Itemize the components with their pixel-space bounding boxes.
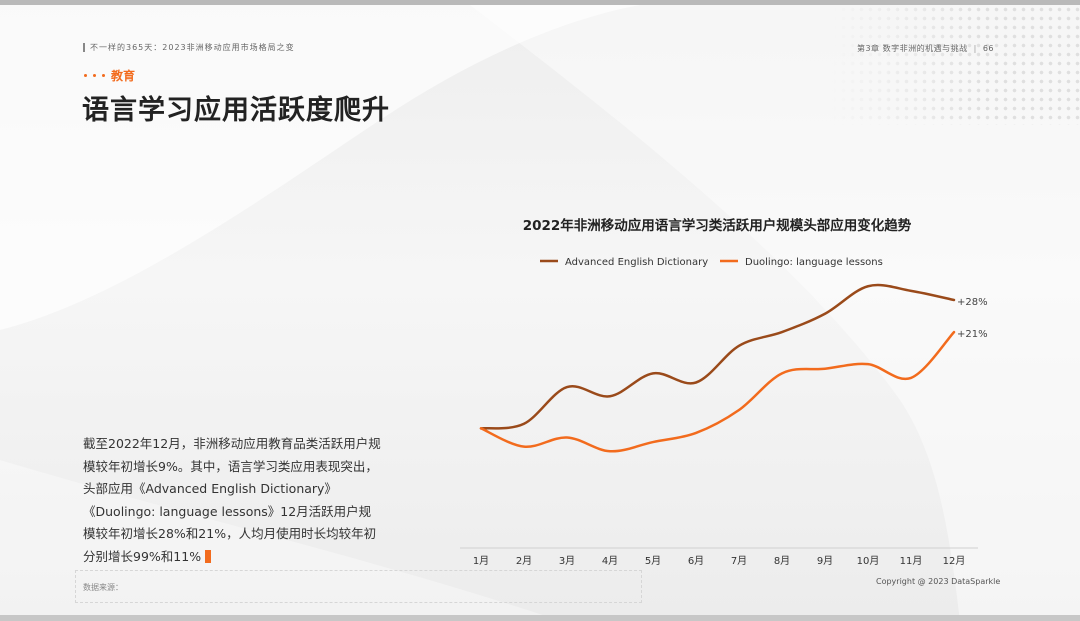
- x-tick-label: 10月: [857, 555, 880, 567]
- orange-marker: [205, 549, 212, 563]
- section-tag: 教育: [84, 67, 135, 84]
- bottom-bar: [0, 615, 1080, 621]
- page-title: 语言学习应用活跃度爬升: [82, 95, 390, 126]
- page-number: 66: [982, 44, 994, 53]
- x-tick-label: 8月: [774, 555, 790, 567]
- x-tick-label: 9月: [817, 555, 833, 567]
- x-tick-label: 2月: [516, 555, 532, 567]
- header-left: 不一样的365天：2023非洲移动应用市场格局之变: [83, 42, 295, 53]
- dot-icon: [102, 74, 105, 77]
- copyright: Copyright @ 2023 DataSparkle: [876, 577, 1001, 586]
- x-tick-label: 3月: [559, 555, 575, 567]
- dot-icon: [84, 74, 87, 77]
- legend-label-duolingo: Duolingo: language lessons: [745, 257, 883, 268]
- header-right: 第3章 数字非洲的机遇与挑战 | 66: [857, 43, 994, 54]
- top-bar: [0, 0, 1080, 5]
- series-line-duolingo: [479, 330, 956, 453]
- dot-pattern: [830, 5, 1080, 125]
- source-box: [75, 570, 642, 603]
- x-axis-ticks: 1月 2月 3月 4月 5月 6月 7月 8月 9月 10月 11月 12月: [473, 555, 966, 567]
- section-tag-label: 教育: [111, 69, 136, 83]
- header-separator: |: [973, 44, 977, 53]
- chart-title: 2022年非洲移动应用语言学习类活跃用户规模头部应用变化趋势: [523, 217, 912, 234]
- chapter-title: 第3章 数字非洲的机遇与挑战: [856, 44, 968, 53]
- header-bar-icon: [83, 43, 85, 52]
- series-line-advanced-english: [479, 283, 956, 430]
- legend-label-advanced-english: Advanced English Dictionary: [565, 257, 708, 268]
- x-tick-label: 11月: [900, 555, 923, 567]
- series-end-label: +21%: [957, 329, 988, 340]
- x-tick-label: 4月: [602, 555, 618, 567]
- dot-icon: [93, 74, 96, 77]
- x-tick-label: 7月: [731, 555, 747, 567]
- x-tick-label: 12月: [943, 555, 966, 567]
- body-paragraph: 截至2022年12月，非洲移动应用教育品类活跃用户规模较年初增长9%。其中，语言…: [83, 433, 383, 568]
- x-tick-label: 6月: [688, 555, 704, 567]
- series-layer: +28% +21%: [479, 283, 988, 453]
- body-paragraph-text: 截至2022年12月，非洲移动应用教育品类活跃用户规模较年初增长9%。其中，语言…: [83, 436, 381, 564]
- series-end-label: +28%: [957, 297, 988, 308]
- x-tick-label: 1月: [473, 555, 489, 567]
- report-title: 不一样的365天：2023非洲移动应用市场格局之变: [90, 43, 295, 52]
- legend: Advanced English Dictionary Duolingo: la…: [540, 257, 883, 268]
- source-label: 数据来源：: [83, 583, 123, 592]
- x-tick-label: 5月: [645, 555, 661, 567]
